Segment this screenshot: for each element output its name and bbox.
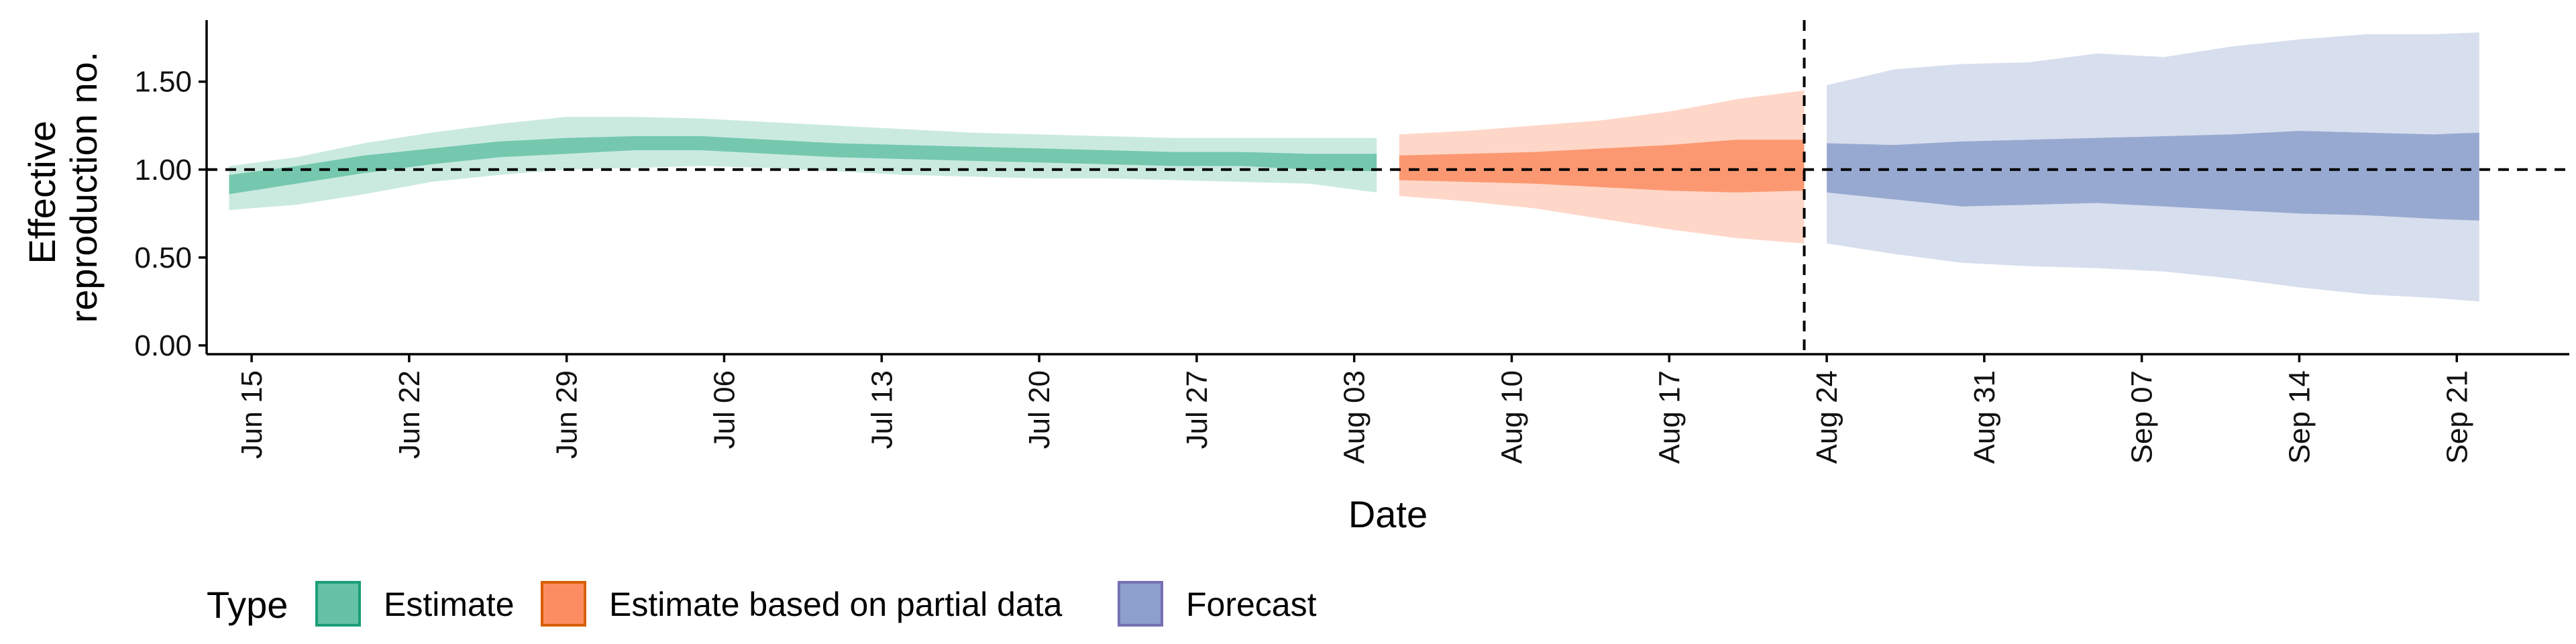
y-axis-ticks: 0.00 0.50 1.00 1.50 — [134, 66, 207, 362]
inner-credible-band — [1399, 140, 1805, 193]
x-tick-label: Sep 21 — [2440, 370, 2473, 464]
y-tick-label: 1.50 — [134, 66, 192, 99]
band-layer — [229, 32, 2479, 302]
x-axis-ticks: Jun 15 Jun 22 Jun 29 Jul 06 Jul 13 Jul 20 Jul … — [235, 354, 2473, 464]
x-tick-label: Jun 15 — [235, 370, 268, 459]
y-axis-title-line-2: reproduction no. — [62, 52, 105, 323]
legend-key — [315, 581, 361, 627]
x-tick-label: Aug 17 — [1653, 370, 1686, 464]
x-tick-label: Jun 29 — [551, 370, 584, 459]
x-tick-label: Jul 20 — [1023, 370, 1056, 449]
legend-key — [1118, 581, 1163, 627]
legend-item-estimate: Estimate — [315, 581, 515, 627]
y-tick-label: 1.00 — [134, 154, 192, 186]
x-tick-label: Aug 10 — [1495, 370, 1528, 464]
x-tick-label: Jul 06 — [708, 370, 741, 449]
legend-label: Forecast — [1186, 586, 1317, 623]
inner-credible-band — [1827, 131, 2479, 221]
x-tick-label: Jul 13 — [865, 370, 898, 449]
series-forecast — [1827, 32, 2479, 302]
legend: Type Estimate Estimate based on partial d… — [207, 581, 1317, 627]
x-axis-title: Date — [1348, 493, 1428, 535]
x-tick-label: Sep 14 — [2283, 370, 2316, 464]
legend-label: Estimate based on partial data — [609, 586, 1063, 623]
axes-layer: 0.00 0.50 1.00 1.50 Jun 15 Jun 22 Jun 29 Jul 0… — [134, 20, 2569, 464]
y-axis-title: Effective reproduction no. — [21, 52, 105, 323]
series-estimate — [229, 117, 1377, 211]
x-tick-label: Aug 03 — [1338, 370, 1371, 464]
x-tick-label: Jul 27 — [1181, 370, 1214, 449]
legend-key — [541, 581, 586, 627]
y-axis-title-line-1: Effective — [21, 121, 63, 264]
inner-credible-band — [229, 136, 1377, 195]
x-tick-label: Aug 31 — [1968, 370, 2001, 464]
legend-title: Type — [207, 584, 288, 626]
legend-item-forecast: Forecast — [1118, 581, 1317, 627]
x-tick-label: Sep 07 — [2126, 370, 2159, 464]
y-tick-label: 0.50 — [134, 241, 192, 274]
outer-credible-band — [229, 117, 1377, 211]
x-tick-label: Aug 24 — [1811, 370, 1843, 464]
legend-label: Estimate — [384, 586, 515, 623]
y-tick-label: 0.00 — [134, 329, 192, 362]
x-tick-label: Jun 22 — [393, 370, 426, 459]
series-estimate-based-on-partial-data — [1399, 90, 1805, 244]
legend-item-estimate-based-on-partial-data: Estimate based on partial data — [541, 581, 1063, 627]
